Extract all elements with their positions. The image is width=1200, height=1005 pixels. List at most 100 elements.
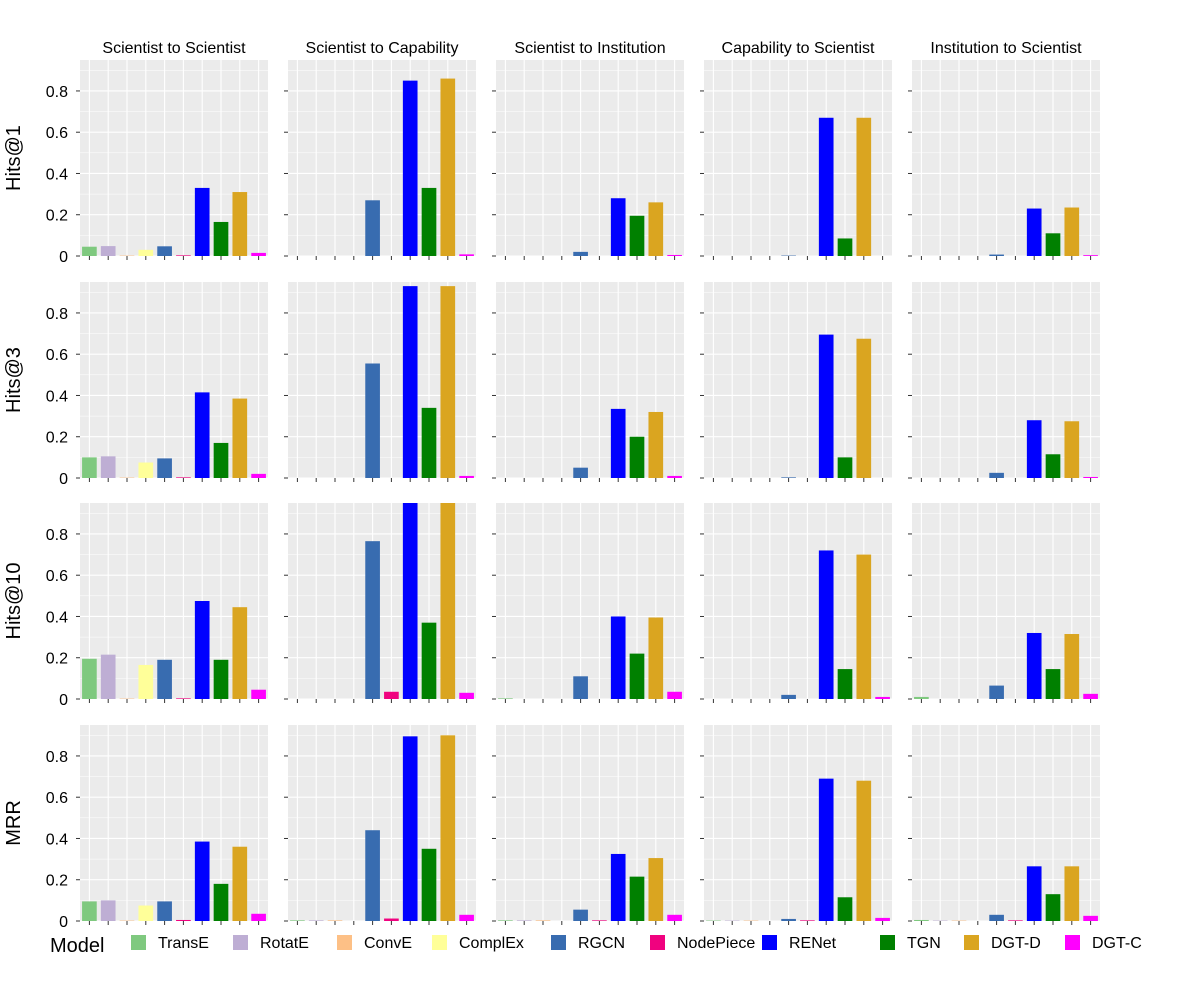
legend-swatch-tgn [880, 935, 895, 950]
bar-dgt-d [440, 503, 455, 699]
bar-tgn [630, 877, 645, 921]
panel-mrr-capability-to-scientist [700, 725, 892, 925]
legend-swatch-conve [337, 935, 352, 950]
bar-tgn [422, 623, 437, 699]
y-tick-label: 0.6 [46, 568, 68, 585]
y-tick-label: 0.8 [46, 84, 68, 101]
row-label-hits-3: Hits@3 [3, 347, 25, 413]
bar-rotate [517, 920, 532, 921]
y-tick-label: 0 [59, 692, 68, 709]
legend-label-rgcn: RGCN [578, 935, 625, 952]
bar-dgt-d [648, 858, 663, 921]
bar-dgt-d [440, 735, 455, 921]
bar-dgt-c [251, 914, 266, 921]
bar-dgt-c [459, 693, 474, 699]
bar-tgn [214, 884, 229, 921]
bar-renet [403, 503, 418, 699]
bar-rgcn [781, 477, 796, 478]
bar-rgcn [989, 686, 1004, 699]
bar-dgt-c [459, 476, 474, 478]
panel-hits-3-scientist-to-capability [284, 282, 476, 482]
bar-renet [819, 550, 834, 699]
panel-hits-1-scientist-to-capability [284, 60, 476, 260]
legend-title: Model [50, 935, 104, 957]
bar-tgn [838, 669, 853, 699]
bar-tgn [1046, 669, 1061, 699]
bar-transe [82, 659, 97, 699]
y-tick-label: 0.4 [46, 831, 68, 848]
bar-rgcn [989, 473, 1004, 478]
row-label-hits-1: Hits@1 [3, 125, 25, 191]
bar-tgn [838, 238, 853, 256]
bar-tgn [214, 222, 229, 256]
legend-label-transe: TransE [158, 935, 209, 952]
bar-rgcn [573, 252, 588, 256]
bar-renet [611, 409, 626, 478]
bar-transe [82, 457, 97, 478]
bar-rgcn [573, 468, 588, 478]
bar-nodepiece [800, 920, 815, 921]
bar-dgt-d [232, 399, 247, 478]
bar-renet [819, 779, 834, 921]
bar-rgcn [989, 915, 1004, 921]
bar-rgcn [573, 676, 588, 699]
bar-rotate [101, 456, 116, 478]
bar-renet [819, 335, 834, 478]
legend-swatch-rgcn [551, 935, 566, 950]
bar-tgn [422, 849, 437, 921]
panel-mrr-scientist-to-institution [492, 725, 684, 925]
bar-rotate [101, 246, 116, 256]
bar-renet [195, 392, 210, 478]
bar-transe [498, 920, 513, 921]
bar-dgt-c [1083, 477, 1098, 478]
bar-transe [82, 901, 97, 921]
bar-complex [138, 665, 153, 699]
bar-renet [403, 81, 418, 256]
bar-dgt-d [232, 192, 247, 256]
bar-nodepiece [176, 255, 191, 256]
bar-rgcn [781, 695, 796, 699]
bar-rgcn [781, 919, 796, 921]
y-tick-label: 0.2 [46, 208, 68, 225]
panel-hits-1-institution-to-scientist [908, 60, 1100, 260]
bar-renet [1027, 420, 1042, 478]
y-tick-label: 0.2 [46, 430, 68, 447]
bar-dgt-c [1083, 255, 1098, 256]
bar-dgt-c [667, 476, 682, 478]
bar-nodepiece [176, 698, 191, 699]
bar-tgn [838, 897, 853, 921]
bar-rgcn [573, 910, 588, 921]
bar-renet [195, 601, 210, 699]
y-tick-label: 0.6 [46, 347, 68, 364]
column-title-scientist-to-capability: Scientist to Capability [306, 40, 459, 57]
bar-dgt-c [875, 697, 890, 699]
panel-hits-3-institution-to-scientist [908, 282, 1100, 482]
bar-dgt-c [667, 255, 682, 256]
bar-dgt-d [232, 607, 247, 699]
bar-rotate [101, 900, 116, 921]
bar-nodepiece [1008, 920, 1023, 921]
bar-rgcn [365, 200, 380, 256]
y-tick-label: 0.8 [46, 306, 68, 323]
bar-renet [819, 118, 834, 256]
y-tick-label: 0 [59, 914, 68, 931]
bar-conve [328, 920, 343, 921]
panel-hits-1-scientist-to-institution [492, 60, 684, 260]
bar-nodepiece [384, 919, 399, 921]
panel-hits-10-scientist-to-scientist [76, 503, 268, 703]
bar-renet [611, 854, 626, 921]
bar-transe [82, 247, 97, 256]
legend-swatch-nodepiece [650, 935, 665, 950]
bar-renet [195, 188, 210, 256]
bar-tgn [630, 654, 645, 699]
legend-swatch-renet [762, 935, 777, 950]
bar-tgn [422, 188, 437, 256]
bar-complex [138, 906, 153, 921]
legend-swatch-dgt-c [1065, 935, 1080, 950]
bar-tgn [422, 408, 437, 478]
bar-dgt-d [648, 618, 663, 699]
bar-dgt-c [459, 254, 474, 256]
bar-dgt-d [440, 79, 455, 256]
bar-dgt-d [232, 847, 247, 921]
